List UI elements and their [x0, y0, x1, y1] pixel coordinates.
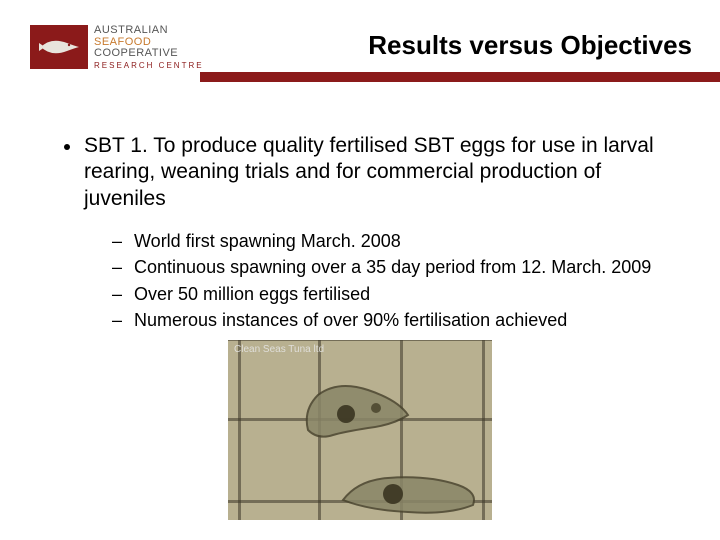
- larva-shape: [338, 460, 478, 520]
- main-bullet-text: SBT 1. To produce quality fertilised SBT…: [84, 133, 680, 212]
- micrograph-image: Clean Seas Tuna ltd: [228, 340, 492, 520]
- logo-line-1: AUSTRALIAN: [94, 25, 204, 37]
- sub-bullet-text: Continuous spawning over a 35 day period…: [134, 256, 651, 279]
- list-item: – Over 50 million eggs fertilised: [112, 283, 680, 306]
- dash-icon: –: [112, 256, 122, 279]
- fish-icon: [37, 35, 81, 59]
- header: AUSTRALIAN SEAFOOD COOPERATIVE RESEARCH …: [0, 0, 720, 95]
- dash-icon: –: [112, 309, 122, 332]
- sub-bullet-text: World first spawning March. 2008: [134, 230, 401, 253]
- page-title: Results versus Objectives: [368, 30, 692, 61]
- logo-mark: [30, 25, 88, 69]
- list-item: – Continuous spawning over a 35 day peri…: [112, 256, 680, 279]
- list-item: – World first spawning March. 2008: [112, 230, 680, 253]
- sub-bullet-list: – World first spawning March. 2008 – Con…: [112, 230, 680, 333]
- header-bar: [200, 72, 720, 82]
- logo-text: AUSTRALIAN SEAFOOD COOPERATIVE RESEARCH …: [94, 25, 204, 70]
- logo-subline: RESEARCH CENTRE: [94, 62, 204, 70]
- grid-line: [228, 340, 492, 341]
- content-area: SBT 1. To produce quality fertilised SBT…: [0, 95, 720, 332]
- sub-bullet-text: Numerous instances of over 90% fertilisa…: [134, 309, 567, 332]
- logo: AUSTRALIAN SEAFOOD COOPERATIVE RESEARCH …: [30, 25, 204, 70]
- main-bullet: SBT 1. To produce quality fertilised SBT…: [64, 133, 680, 212]
- grid-line: [238, 340, 241, 520]
- image-watermark: Clean Seas Tuna ltd: [234, 344, 324, 355]
- grid-line: [482, 340, 485, 520]
- bullet-icon: [64, 144, 70, 150]
- dash-icon: –: [112, 283, 122, 306]
- dash-icon: –: [112, 230, 122, 253]
- sub-bullet-text: Over 50 million eggs fertilised: [134, 283, 370, 306]
- list-item: – Numerous instances of over 90% fertili…: [112, 309, 680, 332]
- logo-line-3: COOPERATIVE: [94, 48, 204, 60]
- larva-shape: [298, 380, 418, 450]
